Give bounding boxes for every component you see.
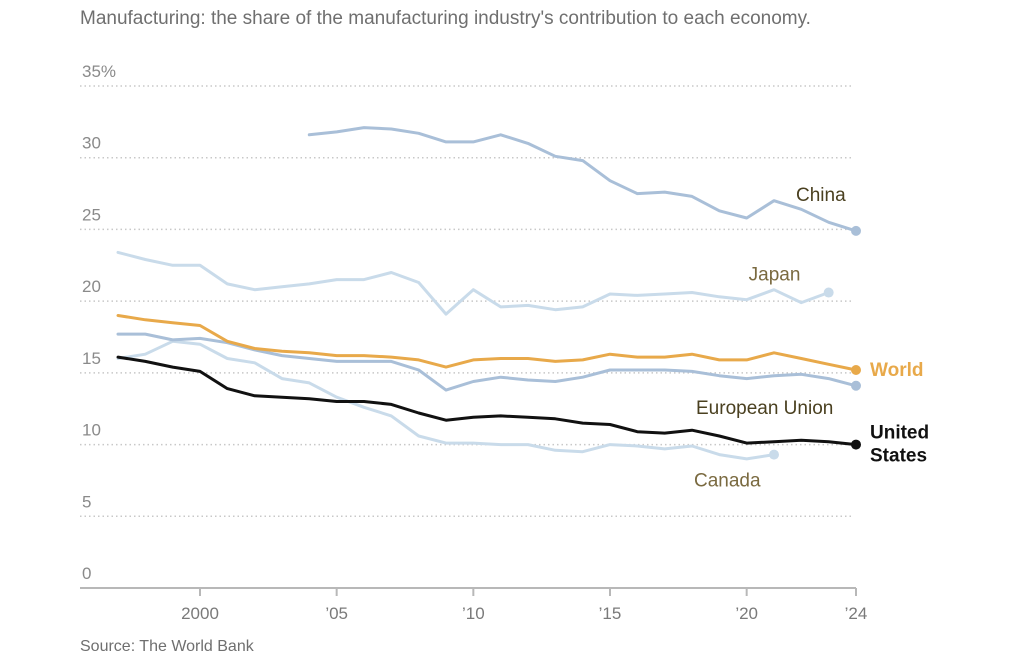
end-dot-canada	[769, 449, 779, 460]
series-line-china	[307, 126, 858, 233]
y-tick-label: 5	[82, 492, 91, 511]
end-dot-world	[851, 364, 861, 375]
y-tick-label: 35%	[82, 62, 116, 81]
end-dot-united-states	[851, 439, 861, 450]
source-note: Source: The World Bank	[80, 638, 254, 655]
x-tick-label: ’15	[599, 604, 622, 623]
series-line-canada	[116, 339, 776, 461]
end-dot-china	[851, 225, 861, 236]
series-label-line: United	[870, 423, 929, 444]
y-tick-label: 30	[82, 134, 101, 153]
series-label-china: China	[796, 185, 846, 206]
y-tick-label: 25	[82, 205, 101, 224]
series-labels: China Japan World European Union United State…	[694, 185, 929, 492]
series-label-world: World	[870, 360, 923, 381]
y-tick-label: 10	[82, 421, 101, 440]
series-label-japan: Japan	[749, 265, 801, 286]
y-tick-label: 20	[82, 277, 101, 296]
series-label-united-states: United States	[870, 423, 929, 467]
x-tick-label: ’05	[325, 604, 348, 623]
series-line-united-states	[116, 355, 858, 447]
x-tick-label: ’20	[735, 604, 758, 623]
series-label-line: States	[870, 446, 927, 467]
chart-title: Manufacturing: the share of the manufact…	[80, 8, 811, 29]
end-dot-japan	[823, 287, 834, 298]
y-tick-label: 0	[82, 564, 91, 583]
y-tick-label: 15	[82, 349, 101, 368]
x-tick-label: ’24	[845, 604, 868, 623]
x-tick-label: ’10	[462, 604, 485, 623]
end-dot-european-union	[851, 380, 861, 391]
series-line-japan	[116, 250, 831, 316]
series-line-world	[116, 314, 858, 372]
series-label-canada: Canada	[694, 471, 761, 492]
series-lines	[116, 126, 861, 461]
x-tick-label: 2000	[181, 604, 219, 623]
series-label-european-union: European Union	[696, 398, 833, 419]
x-axis: 2000 ’05 ’10 ’15 ’20 ’24	[80, 587, 868, 623]
gridlines: 0 5 10 15 20 25 30 35%	[80, 62, 852, 583]
